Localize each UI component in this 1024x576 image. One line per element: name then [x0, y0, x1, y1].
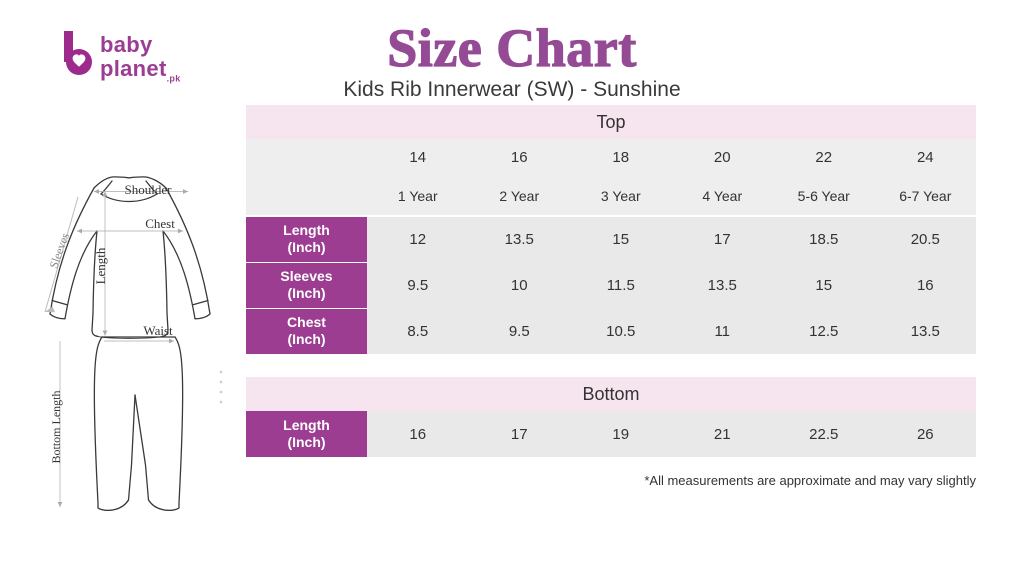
svg-text:Length: Length: [93, 247, 108, 284]
svg-text:Sleeves: Sleeves: [46, 231, 72, 271]
svg-text:Waist: Waist: [143, 323, 173, 338]
svg-text:Bottom Length: Bottom Length: [49, 391, 63, 464]
svg-text:Chest: Chest: [145, 216, 175, 231]
svg-text:Shoulder: Shoulder: [125, 182, 173, 197]
